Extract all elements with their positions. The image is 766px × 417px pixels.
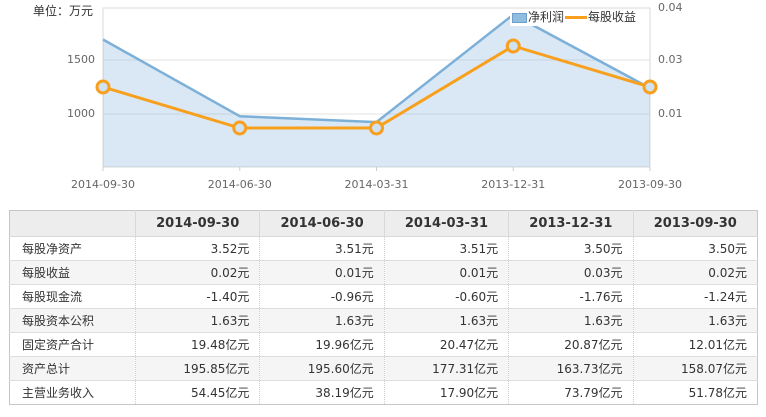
value-cell: 3.52元 <box>134 236 260 261</box>
row-label-cell: 每股现金流 <box>9 284 136 309</box>
row-label-cell: 主营业务收入 <box>9 380 136 405</box>
row-label-cell: 每股收益 <box>9 260 136 285</box>
legend-label-eps[interactable]: 每股收益 <box>588 10 637 24</box>
column-header-date: 2013-12-31 <box>508 210 634 237</box>
row-label-cell: 每股资本公积 <box>9 308 136 333</box>
table-row: 主营业务收入 54.45亿元 38.19亿元 17.90亿元 73.79亿元 51.78亿… <box>9 380 758 405</box>
table-row: 固定资产合计 19.48亿元 19.96亿元 20.47亿元 20.87亿元 12.01亿… <box>9 332 758 357</box>
value-cell: 20.47亿元 <box>383 332 509 357</box>
table-corner-cell <box>9 210 136 237</box>
column-header-date: 2014-06-30 <box>259 210 385 237</box>
value-cell: 195.85亿元 <box>134 356 260 381</box>
value-cell: 195.60亿元 <box>259 356 385 381</box>
value-cell: 1.63元 <box>134 308 260 333</box>
value-cell: 17.90亿元 <box>383 380 509 405</box>
value-cell: 3.50元 <box>508 236 634 261</box>
value-cell: -0.60元 <box>383 284 509 309</box>
dual-axis-chart: 单位：万元 净利润 每股收益 1500 1000 0.04 0.03 0.01 2014-… <box>0 0 766 202</box>
eps-marker[interactable] <box>505 38 521 54</box>
value-cell: -1.40元 <box>134 284 260 309</box>
eps-marker[interactable] <box>642 79 658 95</box>
value-cell: 3.51元 <box>259 236 385 261</box>
left-axis-tick: 1000 <box>67 107 95 120</box>
row-label-cell: 资产总计 <box>9 356 136 381</box>
value-cell: 0.01元 <box>259 260 385 285</box>
row-label-cell: 每股净资产 <box>22 242 83 256</box>
value-cell: 0.02元 <box>632 260 758 285</box>
x-axis-category: 2014-03-31 <box>344 178 409 191</box>
table-row: 每股现金流 -1.40元 -0.96元 -0.60元 -1.76元 -1.24元 <box>9 284 758 309</box>
right-axis-tick: 0.04 <box>658 1 683 14</box>
value-cell: 0.02元 <box>134 260 260 285</box>
value-cell: 51.78亿元 <box>632 380 758 405</box>
value-cell: 1.63元 <box>632 308 758 333</box>
left-axis-tick: 1500 <box>67 53 95 66</box>
value-cell: 19.96亿元 <box>259 332 385 357</box>
eps-marker[interactable] <box>95 79 111 95</box>
value-cell: -1.24元 <box>632 284 758 309</box>
value-cell: 163.73亿元 <box>508 356 634 381</box>
value-cell: 3.51元 <box>383 236 509 261</box>
column-header-date: 2014-09-30 <box>134 210 260 237</box>
value-cell: 0.01元 <box>383 260 509 285</box>
x-axis-category: 2014-09-30 <box>71 178 135 191</box>
chart-canvas <box>95 7 658 171</box>
right-axis-tick: 0.03 <box>658 53 683 66</box>
table-row: 每股资本公积 1.63元 1.63元 1.63元 1.63元 1.63元 <box>9 308 758 333</box>
value-cell: 19.48亿元 <box>134 332 260 357</box>
value-cell: 0.03元 <box>508 260 634 285</box>
value-cell: 20.87亿元 <box>508 332 634 357</box>
plot-border <box>102 7 651 168</box>
net-profit-legend-swatch-icon[interactable] <box>512 12 527 23</box>
value-cell: 1.63元 <box>383 308 509 333</box>
column-header-date: 2014-03-31 <box>383 210 509 237</box>
unit-label: 单位：万元 <box>33 4 94 18</box>
eps-legend-swatch-icon[interactable] <box>565 16 588 19</box>
row-label-cell: 固定资产合计 <box>9 332 136 357</box>
value-cell: 12.01亿元 <box>632 332 758 357</box>
value-cell: -0.96元 <box>259 284 385 309</box>
eps-marker[interactable] <box>369 120 384 136</box>
value-cell: -1.76元 <box>508 284 634 309</box>
value-cell: 158.07亿元 <box>632 356 758 381</box>
eps-marker[interactable] <box>232 120 248 136</box>
table-row: 资产总计 195.85亿元 195.60亿元 177.31亿元 163.73亿元 158.… <box>9 356 758 381</box>
x-axis-category: 2013-12-31 <box>481 178 546 191</box>
legend-label-net-profit[interactable]: 净利润 <box>528 10 565 24</box>
column-header-date: 2013-09-30 <box>632 210 758 237</box>
financials-table: 2014-09-30 2014-06-30 2014-03-31 2013-12-31… <box>9 210 758 405</box>
x-axis-category: 2013-09-30 <box>618 178 682 191</box>
table-row: 每股收益 0.02元 0.01元 0.01元 0.03元 0.02元 <box>9 260 758 285</box>
financials-table-header: 2014-09-30 2014-06-30 2014-03-31 2013-12-31… <box>9 210 758 237</box>
value-cell: 38.19亿元 <box>259 380 385 405</box>
x-axis-category: 2014-06-30 <box>207 178 272 191</box>
value-cell: 73.79亿元 <box>508 380 634 405</box>
table-row: 每股净资产 3.52元 3.51元 3.51元 3.50元 3.50元 <box>10 236 758 261</box>
right-axis-tick: 0.01 <box>658 107 683 120</box>
chart-legend: 净利润 每股收益 <box>510 9 639 26</box>
value-cell: 177.31亿元 <box>383 356 509 381</box>
value-cell: 3.50元 <box>632 236 758 261</box>
value-cell: 54.45亿元 <box>134 380 260 405</box>
value-cell: 1.63元 <box>508 308 634 333</box>
value-cell: 1.63元 <box>259 308 385 333</box>
